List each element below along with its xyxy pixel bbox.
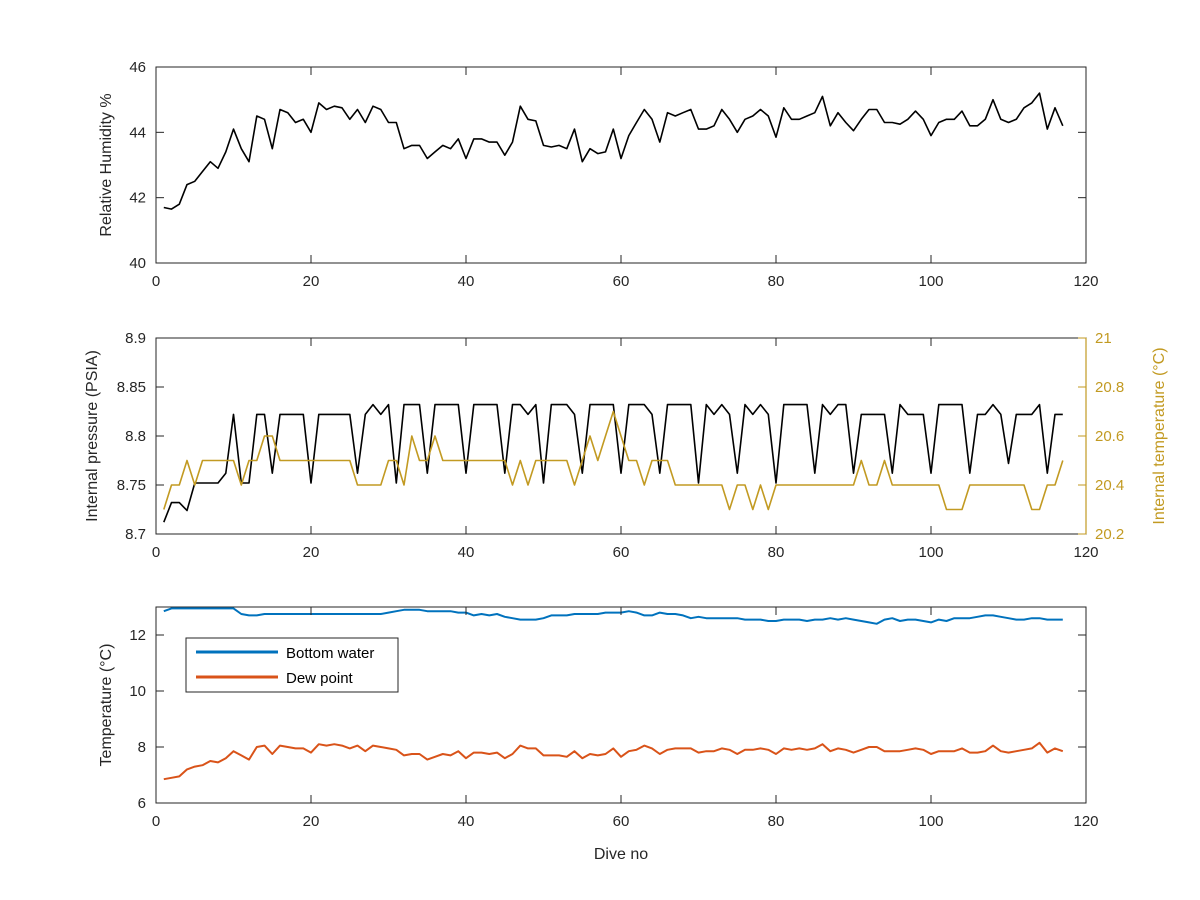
y2-tick-label: 20.6	[1095, 428, 1124, 445]
x-tick-label: 60	[613, 273, 630, 290]
y2-tick-label: 20.4	[1095, 477, 1124, 494]
humidity-panel: 0 20 40 60 80 100 120 40 42 44 46 Relative Humidi…	[98, 59, 1099, 290]
y2-tick-label: 20.8	[1095, 379, 1124, 396]
x-tick-label: 0	[152, 813, 160, 830]
y-tick-label: 8.7	[125, 526, 146, 543]
humidity-y-ticks: 40 42 44 46	[129, 59, 1086, 272]
legend-label-dew-point: Dew point	[286, 670, 354, 687]
temperature-axes-box	[155, 606, 1087, 804]
humidity-x-ticks: 0 20 40 60 80 100 120	[152, 67, 1099, 290]
legend: Bottom water Dew point	[185, 637, 399, 693]
x-tick-label: 100	[918, 544, 943, 561]
series-line-bottom-water	[163, 607, 1063, 625]
y-tick-label: 8	[138, 739, 146, 756]
pressure-x-ticks: 0 20 40 60 80 100 120	[152, 338, 1099, 561]
y-tick-label: 40	[129, 255, 146, 272]
internal-temperature-y-axis-label: Internal temperature (°C)	[1151, 347, 1168, 524]
x-tick-label: 120	[1073, 273, 1098, 290]
x-tick-label: 40	[458, 813, 475, 830]
x-tick-label: 20	[303, 813, 320, 830]
x-tick-label: 120	[1073, 544, 1098, 561]
series-line-panel0-series-0	[163, 92, 1064, 210]
y-tick-label: 42	[129, 190, 146, 207]
x-tick-label: 20	[303, 273, 320, 290]
pressure-y-axis-label: Internal pressure (PSIA)	[84, 350, 101, 522]
series-line-dew-point	[163, 741, 1064, 781]
pressure-panel: 0 20 40 60 80 100 120 8.78.758.88.858.9 20.220…	[84, 330, 1168, 561]
x-axis-label: Dive no	[594, 846, 648, 863]
humidity-axes-box	[155, 66, 1087, 264]
y-tick-label: 8.75	[117, 477, 146, 494]
y-tick-label: 46	[129, 59, 146, 76]
y-tick-label: 8.85	[117, 379, 146, 396]
temperature-lines	[163, 607, 1064, 781]
x-tick-label: 80	[768, 813, 785, 830]
y2-tick-label: 20.2	[1095, 526, 1124, 543]
x-tick-label: 60	[613, 544, 630, 561]
x-tick-label: 100	[918, 813, 943, 830]
y2-tick-label: 21	[1095, 330, 1112, 347]
x-tick-label: 100	[918, 273, 943, 290]
x-tick-label: 0	[152, 273, 160, 290]
temperature-y-ticks: 6 8 10 12	[129, 627, 1086, 812]
pressure-lines	[163, 403, 1064, 523]
series-line-panel1-series-1	[163, 410, 1064, 511]
temperature-y-axis-label: Temperature (°C)	[98, 644, 115, 767]
y-tick-label: 44	[129, 124, 146, 141]
y-tick-label: 10	[129, 683, 146, 700]
temperature-x-ticks: 0 20 40 60 80 100 120	[152, 607, 1099, 830]
humidity-y-axis-label: Relative Humidity %	[98, 93, 115, 236]
legend-label-bottom-water: Bottom water	[286, 645, 374, 662]
series-line-panel1-series-0	[163, 403, 1063, 523]
y-tick-label: 12	[129, 627, 146, 644]
x-tick-label: 80	[768, 544, 785, 561]
internal-temperature-y-ticks: 20.2 20.4 20.6 20.8 21	[1078, 330, 1124, 543]
x-tick-label: 20	[303, 544, 320, 561]
x-tick-label: 120	[1073, 813, 1098, 830]
x-tick-label: 80	[768, 273, 785, 290]
x-tick-label: 60	[613, 813, 630, 830]
x-tick-label: 0	[152, 544, 160, 561]
x-tick-label: 40	[458, 544, 475, 561]
y-tick-label: 6	[138, 795, 146, 812]
humidity-lines	[163, 92, 1064, 210]
y-tick-label: 8.8	[125, 428, 146, 445]
x-tick-label: 40	[458, 273, 475, 290]
legend-box	[185, 637, 399, 693]
pressure-y-ticks: 8.7 8.75 8.8 8.85 8.9	[117, 330, 164, 543]
y-tick-label: 8.9	[125, 330, 146, 347]
